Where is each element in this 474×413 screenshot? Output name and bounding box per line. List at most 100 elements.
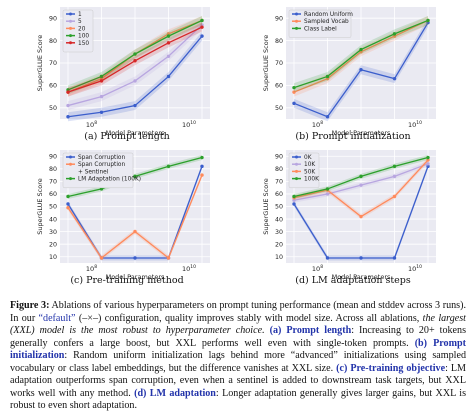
y-axis-label: SuperGLUE Score: [262, 35, 270, 92]
data-point: [133, 174, 137, 179]
legend-label: 1: [78, 12, 82, 18]
panel-caption: (d) LM adaptation steps: [295, 275, 411, 286]
panel-a: 50 60 70 80 90 108 1010 Model Parameters SuperGL…: [36, 7, 210, 142]
legend-label: 20: [78, 26, 86, 32]
data-point: [325, 192, 330, 196]
y-tick-label: 90: [49, 153, 57, 160]
series-band: [68, 20, 202, 111]
data-point: [166, 74, 171, 79]
x-tick-label: 1010: [182, 264, 196, 273]
caption-b-label[interactable]: (b) Prompt initialization: [10, 337, 466, 362]
data-point: [392, 194, 397, 199]
y-tick-label: 40: [49, 216, 57, 223]
data-point: [359, 256, 363, 260]
y-tick-label: 60: [49, 83, 57, 90]
data-point: [99, 110, 104, 114]
legend-label: 150: [78, 41, 89, 47]
y-axis-label: SuperGLUE Score: [36, 178, 44, 235]
caption-c-label[interactable]: (c) Pre-training objective: [336, 362, 446, 374]
data-point: [292, 202, 296, 206]
legend-label: 100: [78, 34, 89, 40]
caption-c-text: : LM adaptation outperforms span corrupt…: [10, 362, 466, 399]
legend-label: + Sentinel: [78, 169, 109, 175]
caption-italic-statement: the largest (XXL) model is the most robu…: [10, 312, 466, 337]
legend-label: 10K: [304, 162, 315, 168]
x-axis-label: Model Parameters: [106, 129, 165, 137]
y-axis-label: SuperGLUE Score: [36, 35, 44, 92]
series-band: [68, 31, 202, 122]
y-tick-label: 60: [275, 191, 283, 198]
data-point: [99, 187, 104, 191]
data-point: [166, 54, 171, 58]
data-point: [66, 115, 70, 119]
legend-label: Class Label: [304, 26, 337, 32]
y-tick-label: 50: [275, 204, 283, 211]
data-point: [66, 206, 70, 210]
legend-label: 0K: [304, 155, 312, 161]
caption-d-text: : Longer adaptation generally gives larg…: [10, 387, 467, 412]
legend-swatch-marker: [295, 12, 298, 16]
x-tick-label: 1010: [408, 120, 422, 129]
y-tick-label: 70: [49, 60, 57, 67]
y-tick-label: 50: [49, 204, 57, 211]
caption-a-text: : Increasing to 20+ tokens generally con…: [10, 325, 466, 349]
data-point: [392, 256, 397, 260]
data-point: [392, 164, 397, 169]
data-point: [66, 90, 70, 94]
x-tick-label: 1010: [408, 264, 422, 273]
caption-a-label[interactable]: (a) Prompt length: [269, 325, 352, 336]
caption-figure-label: Figure 3:: [10, 300, 50, 311]
data-point: [133, 79, 137, 83]
legend-label: 5: [78, 19, 82, 25]
caption-text-3: ) configuration, quality improves stably…: [98, 312, 423, 324]
data-point: [359, 68, 363, 72]
data-point: [166, 41, 171, 45]
panel-caption: (a) Prompt length: [84, 131, 169, 142]
data-point: [133, 229, 137, 234]
data-point: [426, 158, 430, 162]
figure-caption: Figure 3: Ablations of various hyperpara…: [10, 300, 466, 413]
panel-caption: (c) Pre-training method: [70, 275, 183, 286]
panel-b: 50 60 70 80 90 108 1010 Model Parameters SuperGL…: [262, 7, 436, 142]
caption-b-text: : Random uniform initialization lags beh…: [10, 350, 466, 374]
panel-d: 10 20 30 40 50 60 70 80 90 108 1010 Model Parameter…: [262, 150, 436, 286]
legend-swatch-marker: [295, 162, 298, 166]
data-point: [99, 79, 104, 83]
legend-label: Sampled Vocab: [304, 19, 349, 25]
data-point: [200, 155, 204, 160]
caption-text-1: Ablations of various hyperparameters on …: [10, 300, 466, 324]
y-tick-label: 50: [49, 105, 57, 112]
y-tick-label: 80: [275, 166, 283, 173]
x-axis-label: Model Parameters: [332, 129, 391, 137]
legend-swatch-marker: [69, 19, 72, 23]
data-point: [392, 32, 397, 36]
y-tick-label: 30: [275, 229, 283, 236]
data-point: [359, 47, 363, 52]
data-point: [392, 76, 397, 81]
data-point: [133, 59, 137, 63]
y-tick-label: 20: [49, 241, 57, 248]
data-point: [200, 34, 204, 38]
x-tick-label: 108: [86, 264, 97, 273]
y-tick-label: 60: [49, 191, 57, 198]
y-tick-label: 50: [275, 105, 283, 112]
data-point: [325, 256, 330, 260]
y-tick-label: 60: [275, 83, 283, 90]
data-point: [325, 115, 330, 119]
caption-text-2: (: [75, 312, 83, 324]
data-point: [359, 183, 363, 187]
legend-label: Span Corruption: [78, 155, 125, 161]
y-tick-label: 30: [49, 229, 57, 236]
caption-d-label[interactable]: (d) LM adaptation: [134, 387, 216, 399]
x-axis-label: Model Parameters: [106, 273, 165, 281]
data-point: [133, 256, 137, 260]
caption-default-link[interactable]: “default”: [38, 312, 76, 324]
data-point: [166, 164, 171, 169]
data-point: [292, 90, 296, 94]
legend-label: LM Adaptation (100K): [78, 177, 141, 183]
legend-swatch-marker: [69, 12, 72, 16]
legend-swatch-marker: [69, 41, 72, 45]
